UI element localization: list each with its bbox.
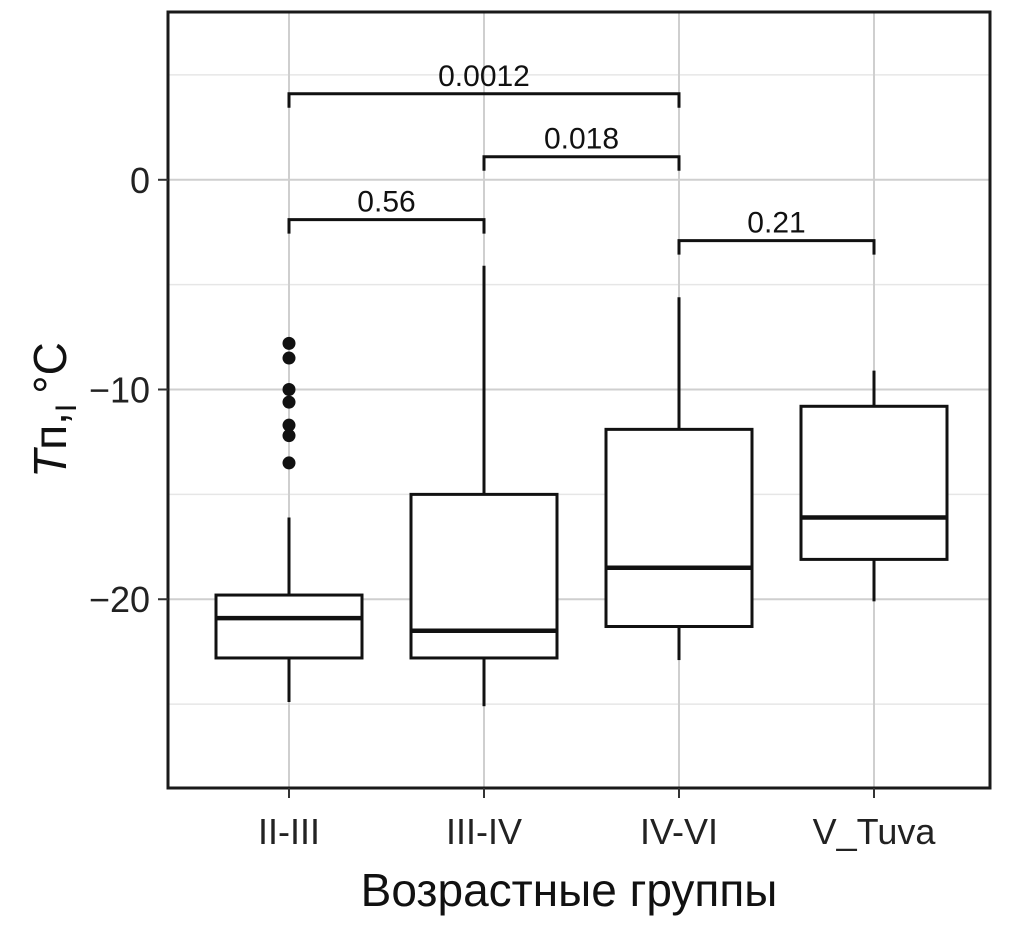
bracket-line	[287, 92, 681, 108]
outlier-point	[282, 418, 296, 432]
p-value-label: 0.56	[357, 186, 415, 219]
y-axis-title-subscript-index: I	[50, 404, 83, 412]
y-tick-label: −10	[89, 370, 150, 411]
iqr-box	[799, 404, 949, 561]
p-value-label: 0.21	[747, 207, 805, 240]
plot-panel-border	[166, 10, 992, 790]
x-tick-label: III-IV	[446, 811, 522, 852]
x-tick-label: V_Tuva	[813, 811, 937, 852]
p-value-label: 0.018	[544, 123, 619, 156]
bracket-line	[677, 239, 876, 255]
y-tick-label: 0	[130, 160, 150, 201]
bracket-line	[287, 218, 486, 234]
iqr-box	[604, 427, 754, 629]
p-value-label: 0.0012	[438, 60, 530, 93]
y-axis-title-unit: °C	[24, 342, 76, 394]
box-iii-iv	[409, 265, 559, 707]
comparison-ii-iii-iii-iv: 0.56	[287, 186, 486, 234]
iqr-box	[409, 492, 559, 660]
outlier-point	[282, 395, 296, 409]
x-tick-label: II-III	[258, 811, 320, 852]
boxes	[214, 265, 949, 707]
comparison-iii-iv-iv-vi: 0.018	[482, 123, 681, 171]
outlier-point	[282, 336, 296, 350]
outlier-point	[282, 351, 296, 365]
iqr-box	[214, 593, 364, 660]
box-v-tuva	[799, 370, 949, 602]
y-tick-label: −20	[89, 579, 150, 620]
outlier-point	[282, 383, 296, 397]
comparison-ii-iii-iv-vi: 0.0012	[287, 60, 681, 108]
box-ii-iii	[214, 336, 364, 703]
y-axis-title: Tп,I °C	[24, 342, 83, 478]
axes: −20 −10 0 II-III III-IV IV-VI V_Tuva	[89, 160, 936, 852]
significance-brackets: 0.0012 0.018 0.56 0.21	[287, 60, 876, 255]
outlier-point	[282, 456, 296, 470]
y-axis-title-symbol: T	[24, 447, 76, 478]
outlier-point	[282, 429, 296, 443]
y-axis-title-subscript: п,	[24, 412, 76, 450]
bracket-line	[482, 155, 681, 171]
x-tick-label: IV-VI	[640, 811, 718, 852]
comparison-iv-vi-v_tuva: 0.21	[677, 207, 876, 255]
box-iv-vi	[604, 297, 754, 661]
x-axis-title: Возрастные группы	[361, 864, 778, 916]
